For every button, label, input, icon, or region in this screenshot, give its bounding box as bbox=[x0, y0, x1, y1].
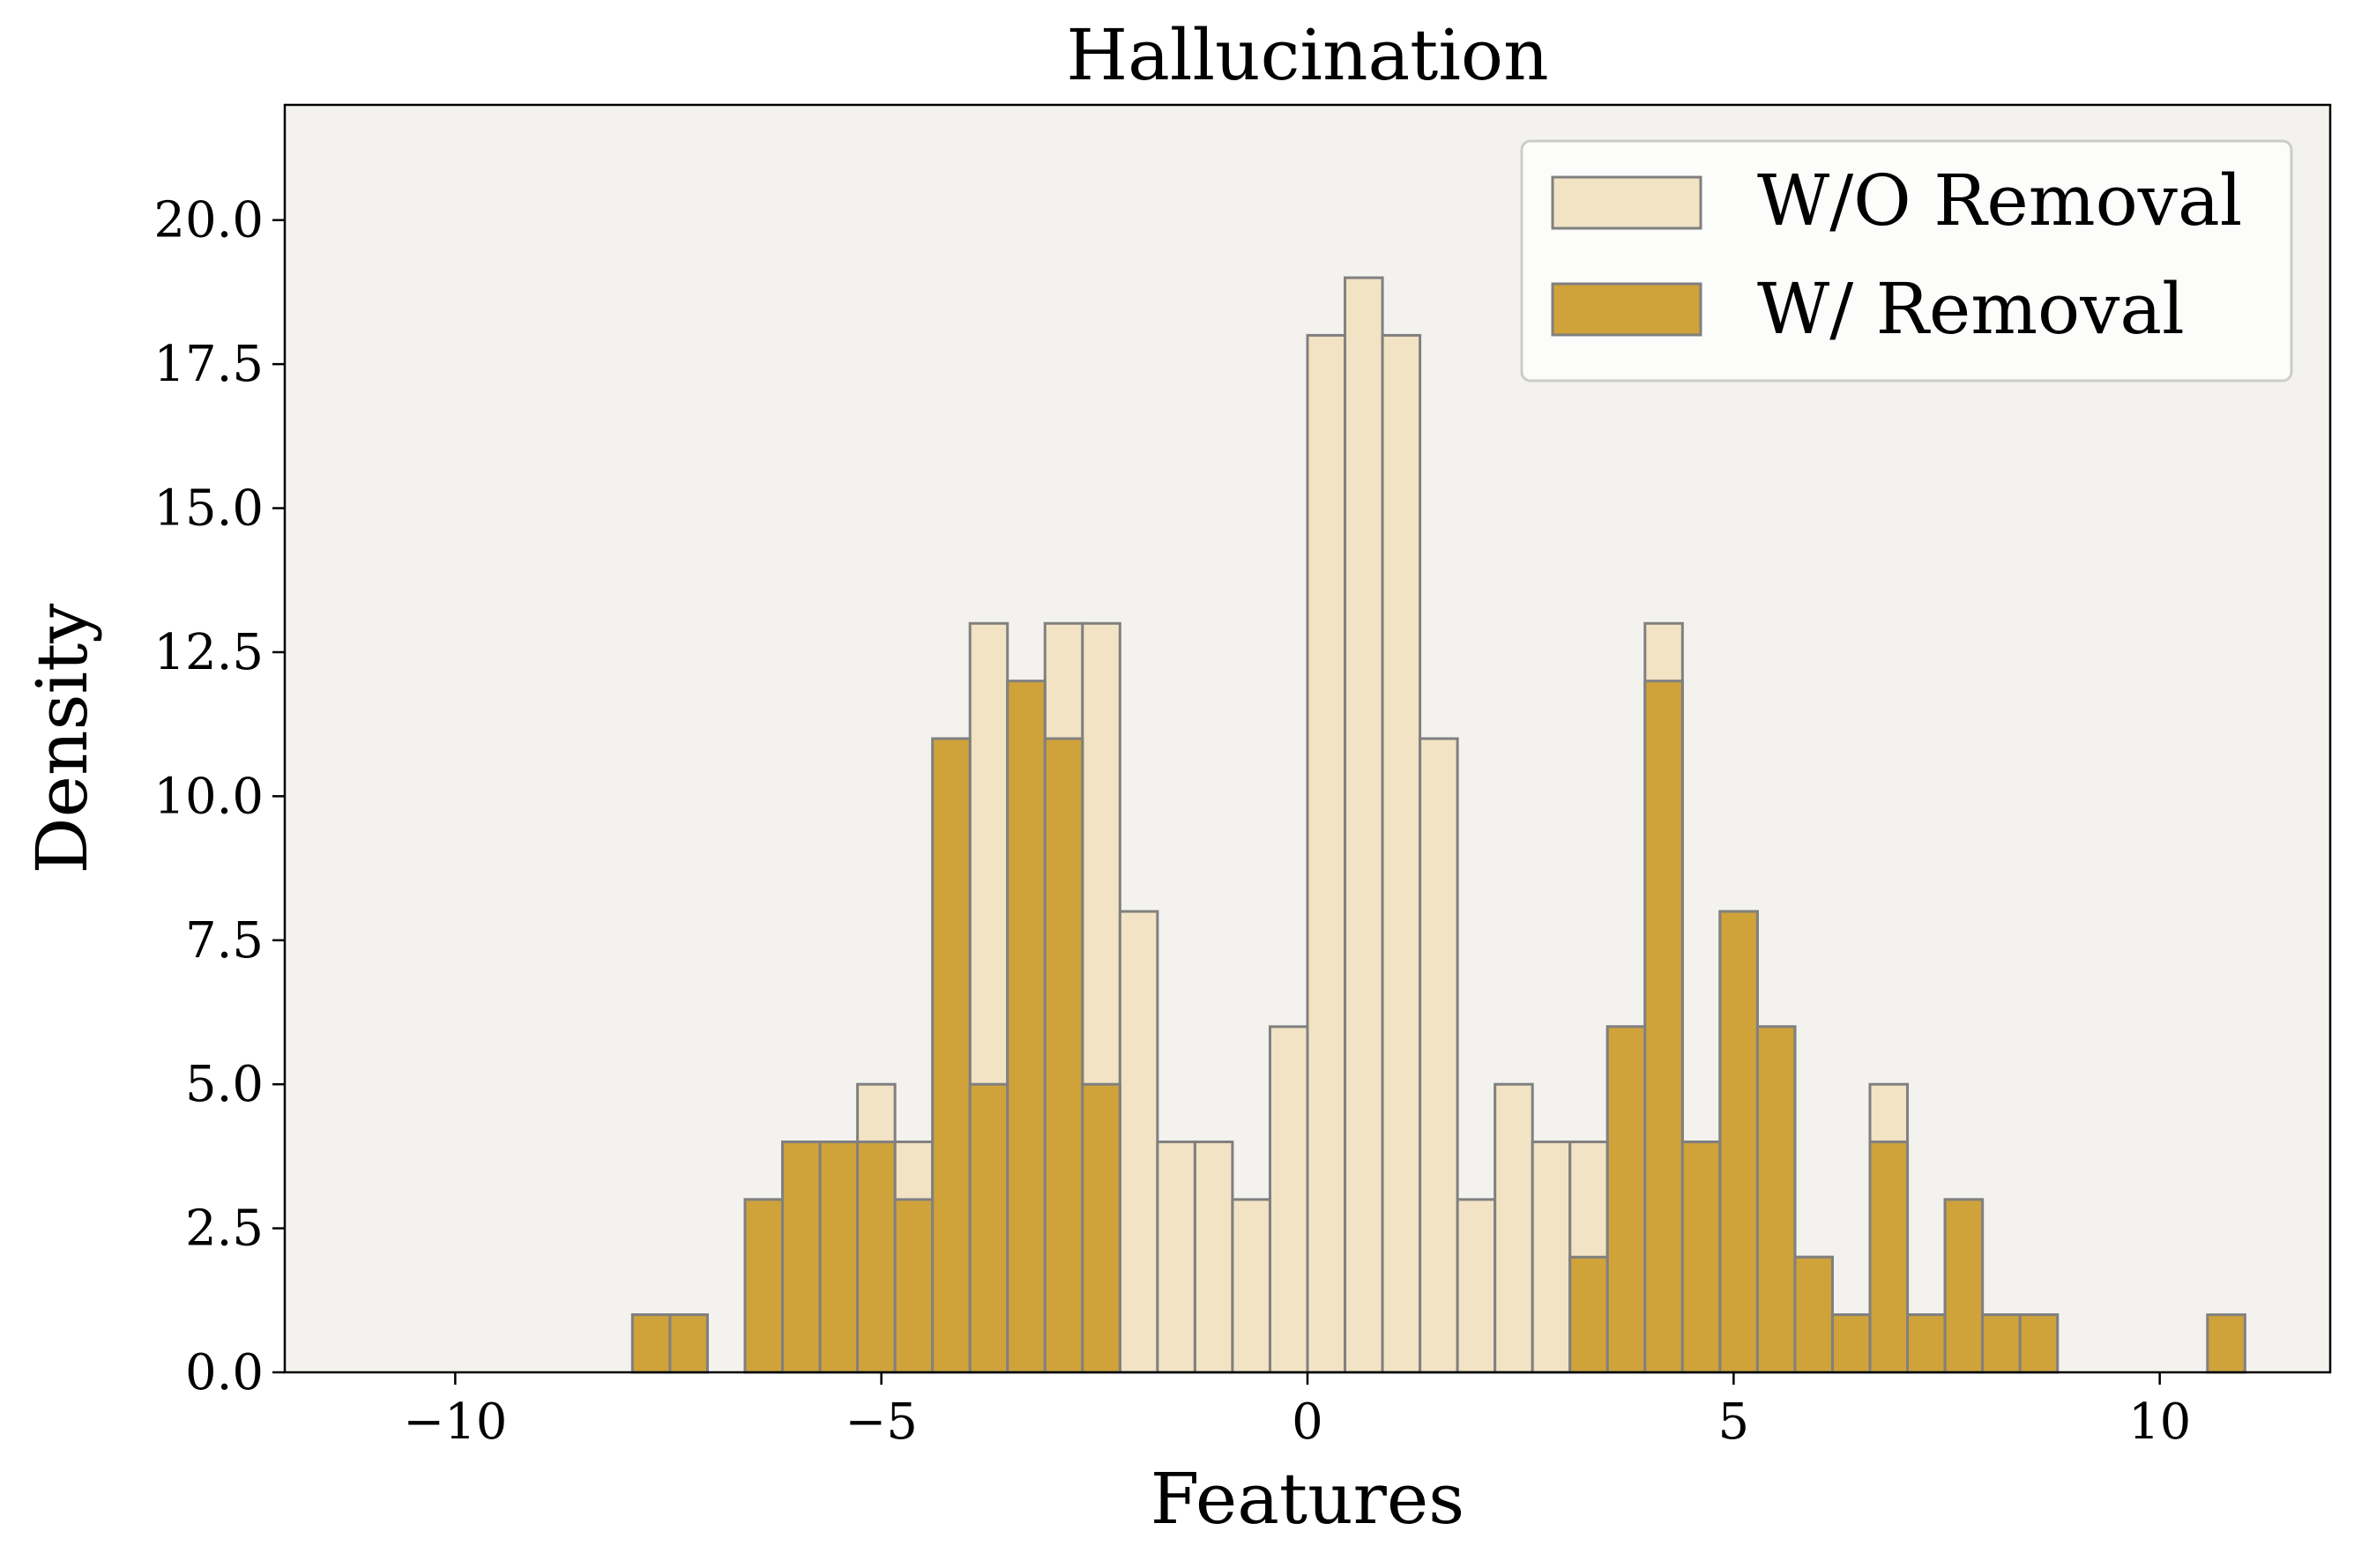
bar-w-removal-18 bbox=[1043, 737, 1084, 1374]
bar-w-removal-40 bbox=[1868, 1141, 1910, 1374]
x-tick-label: 0 bbox=[1292, 1393, 1323, 1451]
y-tick-label: 15.0 bbox=[153, 480, 264, 538]
bar-w-removal-32 bbox=[1568, 1255, 1609, 1374]
chart-title: Hallucination bbox=[1066, 14, 1548, 96]
bar-w-removal-37 bbox=[1755, 1025, 1797, 1374]
y-tick-label: 17.5 bbox=[153, 336, 264, 393]
y-tick-label: 12.5 bbox=[153, 624, 264, 681]
bar-wo-removal-30 bbox=[1494, 1082, 1534, 1374]
bar-w-removal-16 bbox=[968, 1082, 1009, 1374]
bar-wo-removal-22 bbox=[1193, 1141, 1234, 1374]
bar-wo-removal-21 bbox=[1156, 1141, 1196, 1374]
bar-w-removal-36 bbox=[1718, 910, 1759, 1374]
y-tick-label: 2.5 bbox=[185, 1200, 264, 1258]
bar-w-removal-8 bbox=[668, 1313, 709, 1374]
legend: W/O Removal W/ Removal bbox=[1520, 139, 2293, 383]
y-tick-label: 0.0 bbox=[185, 1344, 264, 1401]
bar-wo-removal-29 bbox=[1456, 1198, 1497, 1374]
bar-w-removal-38 bbox=[1793, 1255, 1834, 1374]
y-axis-ticks: 0.0 2.5 5.0 7.5 10.0 12.5 15.0 17.5 20.0 bbox=[153, 192, 285, 1401]
legend-label-w-removal: W/ Removal bbox=[1757, 268, 2185, 350]
bar-wo-removal-27 bbox=[1381, 333, 1422, 1374]
bar-w-removal-43 bbox=[1981, 1313, 2022, 1374]
bar-w-removal-44 bbox=[2018, 1313, 2060, 1374]
x-tick-label: −10 bbox=[403, 1393, 507, 1451]
bar-wo-removal-20 bbox=[1118, 910, 1159, 1374]
y-axis-label: Density bbox=[21, 604, 103, 874]
series-w-removal bbox=[630, 680, 2246, 1374]
y-tick-label: 20.0 bbox=[153, 192, 264, 249]
bar-w-removal-19 bbox=[1081, 1082, 1121, 1374]
bar-w-removal-14 bbox=[893, 1198, 935, 1374]
x-tick-label: 10 bbox=[2128, 1393, 2191, 1451]
x-axis-ticks: −10 −5 0 5 10 bbox=[403, 1372, 2191, 1451]
y-tick-label: 10.0 bbox=[153, 768, 264, 825]
bar-w-removal-10 bbox=[743, 1198, 785, 1374]
bar-w-removal-11 bbox=[781, 1141, 822, 1374]
plot-frame bbox=[283, 103, 2332, 1374]
bar-wo-removal-24 bbox=[1268, 1025, 1309, 1374]
bar-w-removal-39 bbox=[1830, 1313, 1872, 1374]
legend-swatch-w-removal bbox=[1551, 282, 1702, 337]
x-tick-label: −5 bbox=[845, 1393, 918, 1451]
x-axis-label: Features bbox=[1151, 1458, 1464, 1540]
bar-w-removal-33 bbox=[1605, 1025, 1647, 1374]
bar-w-removal-15 bbox=[931, 737, 972, 1374]
legend-swatch-wo-removal bbox=[1551, 175, 1702, 230]
bar-wo-removal-23 bbox=[1231, 1198, 1271, 1374]
bar-w-removal-42 bbox=[1943, 1198, 1985, 1374]
legend-box bbox=[1520, 139, 2293, 383]
bar-w-removal-34 bbox=[1643, 680, 1684, 1374]
y-tick-label: 5.0 bbox=[185, 1056, 264, 1113]
bar-w-removal-13 bbox=[856, 1141, 897, 1374]
bar-wo-removal-28 bbox=[1419, 737, 1459, 1374]
x-tick-label: 5 bbox=[1718, 1393, 1750, 1451]
bar-wo-removal-31 bbox=[1531, 1141, 1572, 1374]
legend-label-wo-removal: W/O Removal bbox=[1757, 160, 2242, 242]
bar-w-removal-12 bbox=[818, 1141, 860, 1374]
bar-wo-removal-26 bbox=[1344, 276, 1384, 1374]
y-tick-label: 7.5 bbox=[185, 912, 264, 970]
bar-w-removal-35 bbox=[1680, 1141, 1722, 1374]
bar-w-removal-49 bbox=[2206, 1313, 2246, 1374]
bar-w-removal-7 bbox=[630, 1313, 672, 1374]
bar-w-removal-17 bbox=[1006, 680, 1047, 1374]
bar-wo-removal-25 bbox=[1306, 333, 1347, 1374]
bar-w-removal-41 bbox=[1906, 1313, 1947, 1374]
